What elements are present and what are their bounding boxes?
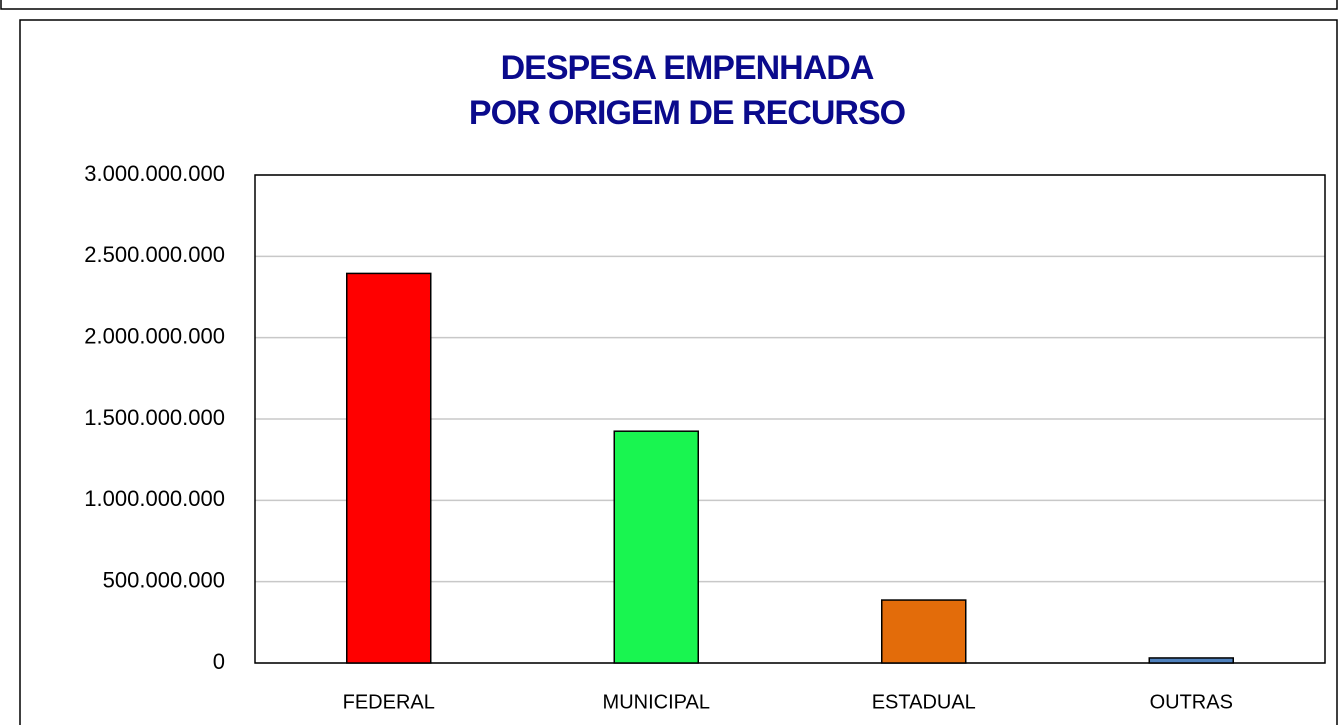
x-tick-label: ESTADUAL xyxy=(872,691,976,713)
chart-title: POR ORIGEM DE RECURSO xyxy=(469,94,906,132)
bar xyxy=(613,430,699,664)
chart-title: DESPESA EMPENHADA xyxy=(501,49,874,87)
top-frame xyxy=(0,0,1338,10)
plot-frame xyxy=(254,174,1326,664)
y-tick-label: 2.000.000.000 xyxy=(84,323,225,348)
bar xyxy=(346,272,432,664)
y-tick-label: 1.500.000.000 xyxy=(84,405,225,430)
bar xyxy=(1148,657,1234,664)
x-tick-label: FEDERAL xyxy=(343,691,435,713)
x-tick-label: MUNICIPAL xyxy=(603,691,710,713)
y-tick-label: 2.500.000.000 xyxy=(84,242,225,267)
y-tick-label: 0 xyxy=(213,649,225,674)
y-tick-label: 500.000.000 xyxy=(103,567,225,592)
y-tick-label: 1.000.000.000 xyxy=(84,486,225,511)
x-tick-label: OUTRAS xyxy=(1150,691,1233,713)
y-tick-label: 3.000.000.000 xyxy=(84,161,225,186)
bar xyxy=(881,599,967,664)
